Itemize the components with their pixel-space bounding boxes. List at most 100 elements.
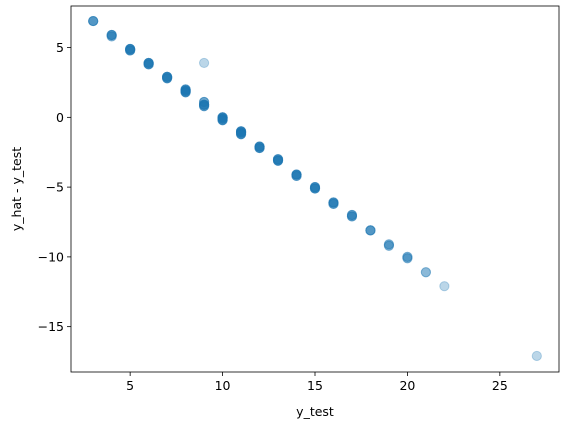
data-point bbox=[235, 126, 247, 137]
data-point bbox=[272, 154, 284, 165]
data-point bbox=[217, 113, 228, 124]
data-point bbox=[106, 29, 117, 41]
data-point bbox=[291, 169, 302, 180]
data-point bbox=[88, 15, 99, 27]
data-point bbox=[272, 155, 284, 166]
data-point bbox=[217, 115, 228, 126]
y-tick-label: −15 bbox=[38, 319, 64, 334]
data-point bbox=[162, 71, 173, 82]
data-point bbox=[162, 71, 173, 82]
data-point bbox=[180, 85, 191, 96]
data-point bbox=[291, 170, 302, 182]
data-point bbox=[420, 267, 432, 278]
y-tick-label: −10 bbox=[38, 249, 64, 264]
x-tick-label: 5 bbox=[126, 378, 134, 393]
data-point bbox=[106, 29, 117, 41]
data-point bbox=[217, 112, 228, 123]
data-point bbox=[254, 141, 265, 152]
x-tick-label: 15 bbox=[307, 378, 323, 393]
data-point bbox=[217, 112, 228, 123]
data-point bbox=[365, 225, 376, 236]
y-tick-label: 0 bbox=[56, 110, 64, 125]
data-point bbox=[291, 169, 302, 180]
data-point bbox=[402, 253, 413, 264]
data-point bbox=[365, 225, 376, 236]
data-point bbox=[235, 126, 247, 137]
data-point bbox=[235, 128, 247, 140]
data-point bbox=[198, 99, 210, 110]
data-point bbox=[309, 182, 321, 193]
data-point bbox=[217, 113, 228, 124]
data-point bbox=[309, 183, 321, 194]
data-point bbox=[254, 142, 265, 154]
data-point bbox=[198, 96, 210, 108]
data-point bbox=[198, 101, 210, 112]
data-point bbox=[235, 128, 247, 140]
data-point bbox=[125, 43, 136, 55]
data-point bbox=[180, 85, 191, 96]
data-point bbox=[402, 251, 413, 262]
data-point bbox=[198, 101, 210, 112]
data-point bbox=[254, 142, 265, 154]
data-point bbox=[272, 154, 284, 165]
data-point bbox=[402, 253, 413, 264]
data-point bbox=[235, 127, 247, 138]
data-point bbox=[383, 240, 395, 251]
x-tick-label: 25 bbox=[492, 378, 508, 393]
data-point bbox=[235, 128, 247, 140]
data-point bbox=[180, 84, 191, 95]
data-point bbox=[328, 197, 339, 208]
data-point bbox=[198, 99, 210, 110]
data-point bbox=[143, 59, 154, 70]
data-point bbox=[180, 85, 191, 96]
data-point bbox=[125, 43, 136, 55]
data-point bbox=[254, 141, 265, 152]
data-point bbox=[143, 57, 154, 69]
data-point bbox=[254, 142, 265, 154]
data-point bbox=[162, 73, 173, 84]
data-point bbox=[291, 170, 302, 182]
data-point bbox=[309, 182, 321, 193]
data-point bbox=[217, 115, 228, 126]
data-point bbox=[125, 43, 136, 55]
data-point bbox=[309, 182, 321, 193]
data-point bbox=[125, 43, 136, 55]
data-point bbox=[254, 141, 265, 152]
data-point bbox=[217, 115, 228, 126]
data-point bbox=[106, 29, 117, 41]
data-point bbox=[88, 15, 99, 27]
data-point bbox=[346, 211, 358, 222]
data-point bbox=[272, 155, 284, 166]
data-point bbox=[272, 155, 284, 166]
y-axis-label: y_hat - y_test bbox=[9, 147, 24, 231]
data-point bbox=[198, 99, 210, 110]
data-point bbox=[346, 211, 358, 222]
data-point bbox=[272, 154, 284, 165]
data-point bbox=[125, 45, 136, 56]
x-axis-label: y_test bbox=[296, 404, 334, 419]
data-point bbox=[235, 127, 247, 138]
data-point bbox=[198, 57, 210, 69]
data-point bbox=[143, 59, 154, 70]
data-point bbox=[346, 209, 358, 221]
data-point bbox=[328, 198, 339, 209]
data-point bbox=[217, 112, 228, 123]
data-point bbox=[235, 127, 247, 138]
data-point bbox=[143, 59, 154, 70]
data-point bbox=[162, 71, 173, 82]
y-tick-label: 5 bbox=[56, 40, 64, 55]
data-point bbox=[143, 59, 154, 70]
x-tick-label: 10 bbox=[215, 378, 231, 393]
data-point bbox=[180, 84, 191, 95]
data-point bbox=[143, 57, 154, 69]
data-point bbox=[235, 127, 247, 138]
data-point bbox=[162, 71, 173, 82]
data-point bbox=[309, 183, 321, 194]
data-point bbox=[180, 84, 191, 95]
data-point bbox=[383, 240, 395, 251]
data-point bbox=[217, 115, 228, 126]
data-point bbox=[402, 251, 413, 262]
data-point bbox=[180, 87, 191, 98]
data-point bbox=[88, 15, 99, 27]
data-point bbox=[235, 126, 247, 137]
